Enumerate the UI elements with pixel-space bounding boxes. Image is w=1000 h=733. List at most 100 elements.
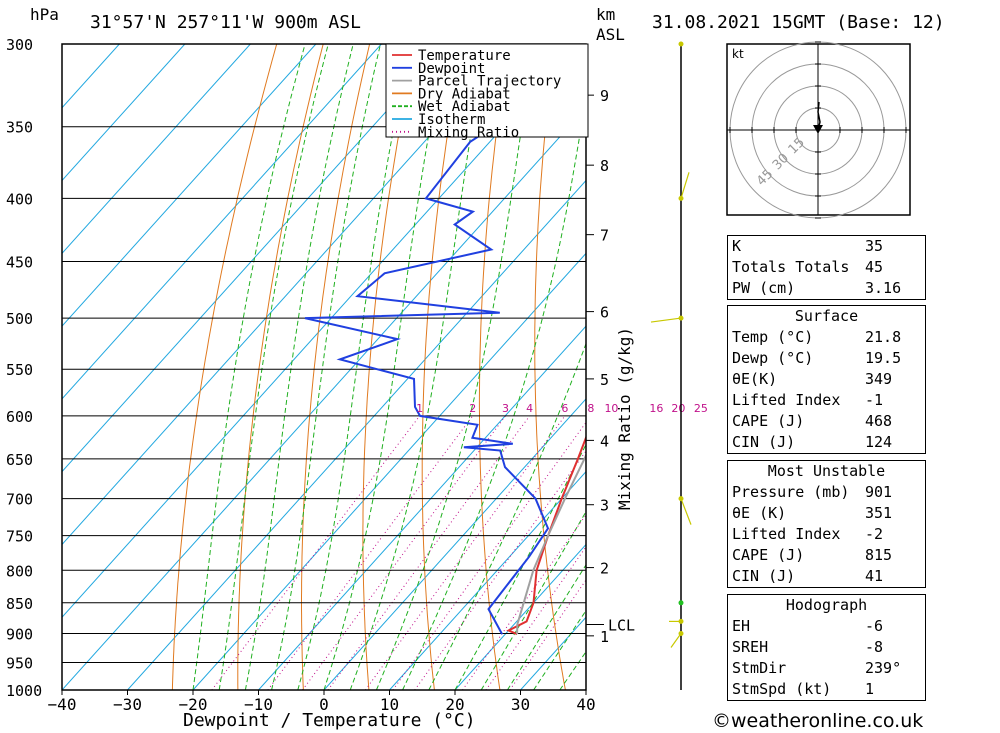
table-row: K 35 [728,236,925,257]
wind-profile [650,41,692,690]
mixing-ratio-line [302,415,506,690]
surface-title: Surface [794,307,859,325]
pressure-tick-label: 500 [6,310,33,328]
wind-barb [650,317,682,323]
isotherm-line [62,107,586,690]
pressure-tick-label: 900 [6,625,33,643]
dry-adiabat-line [973,44,1000,690]
isotherm-line [323,398,586,690]
temperature-tick-label: 20 [445,695,464,714]
plot-frame [61,43,587,691]
temperature-tick-label: −40 [48,695,77,714]
table-row-label: K [732,237,742,255]
table-row-label: CAPE (J) [732,546,805,564]
temperature-tick-label: −10 [244,695,273,714]
pressure-tick-label: 650 [6,451,33,469]
table-row-value: 815 [865,546,893,564]
legend-entry: Isotherm [418,112,485,128]
isotherm-line [454,543,586,690]
mixing-ratio-label: 8 [587,402,594,415]
table-row: Pressure (mb) 901 [728,482,925,503]
height-tick-label: 2 [600,560,609,578]
wind-dot [678,496,684,502]
mixing-ratio-label: 25 [694,402,708,415]
table-row-label: Lifted Index [732,525,841,543]
table-row-value: 468 [865,412,893,430]
height-tick-label: 9 [600,87,609,105]
pressure-unit: hPa [30,5,59,24]
mixing-ratio-line [414,450,586,690]
table-row: EH -6 [728,616,925,637]
indices-table: K 35 Totals Totals 45 PW (cm) 3.16 [727,235,926,300]
wet-adiabat-line [218,44,329,690]
table-row: SREH -8 [728,637,925,658]
table-row-label: SREH [732,638,769,656]
mixing-ratio-line [485,545,586,690]
dry-adiabat-line [421,44,463,690]
mixing-ratio-line [211,415,421,690]
dry-adiabat-line [640,44,696,690]
table-row-label: Pressure (mb) [732,483,850,501]
mixing-ratio-label: 6 [561,402,568,415]
mixing-ratio-label: 1 [416,402,423,415]
dry-adiabat-line [534,44,566,690]
table-row-label: Lifted Index [732,391,841,409]
isotherm-line [62,44,448,473]
table-row-label: CIN (J) [732,433,796,451]
isotherm-line [62,44,317,327]
pressure-tick-label: 600 [6,408,33,426]
legend-box [385,43,589,138]
pressure-tick-label: 350 [6,119,33,137]
isotherm-line [62,44,251,255]
footer-credit[interactable]: ©weatheronline.co.uk [712,710,924,732]
table-row: Dewp (°C) 19.5 [728,348,925,369]
isotherm-line [62,44,186,182]
height-tick-label: 3 [600,497,609,515]
table-row: Lifted Index -1 [728,390,925,411]
isotherm-line [258,325,586,690]
x-axis-label: Dewpoint / Temperature (°C) [183,710,476,731]
legend-entry: Dewpoint [418,61,485,77]
height-tick-label: 6 [600,304,609,322]
dry-adiabat-line [171,44,278,690]
table-row: StmSpd (kt) 1 [728,679,925,700]
wind-dot [678,618,684,624]
isotherm-line [127,179,586,690]
table-row-label: StmDir [732,659,787,677]
table-row: CIN (J) 124 [728,432,925,453]
isobars [62,43,586,691]
pressure-tick-label: 550 [6,361,33,379]
lcl-label: LCL [608,616,635,634]
most-unstable-table: Most Unstable Pressure (mb) 901 θE (K) 351 L… [727,460,926,588]
height-tick-label: 7 [600,227,609,245]
table-row: CAPE (J) 468 [728,411,925,432]
table-row-label: CAPE (J) [732,412,805,430]
table-row-label: θE (K) [732,504,787,522]
legend-entry: Temperature [418,48,511,64]
table-row-label: Totals Totals [732,258,850,276]
wet-adiabat-line [375,44,536,690]
isotherm-line [62,44,513,546]
hodograph-title: Hodograph [785,596,868,614]
wet-adiabat-line [402,93,586,690]
pressure-tick-label: 300 [6,36,33,54]
pressure-tick-label: 950 [6,654,33,672]
mixing-ratio-line [392,421,586,690]
table-row-label: Temp (°C) [732,328,814,346]
table-row-value: -8 [865,638,884,656]
isotherm-line [192,252,586,690]
table-row-value: 41 [865,567,884,585]
storm-motion-marker [813,125,823,134]
table-row: θE (K) 351 [728,503,925,524]
hodograph-unit: kt [732,47,744,61]
wet-adiabat-line [454,443,586,690]
table-row-label: PW (cm) [732,279,796,297]
table-row-value: 1 [865,680,875,698]
mixing-ratio-label: 2 [469,402,476,415]
pressure-tick-label: 700 [6,491,33,509]
table-row: Totals Totals 45 [728,257,925,278]
wind-barb [680,498,692,525]
table-row-value: 3.16 [865,279,902,297]
wet-adiabat-line [192,44,306,690]
